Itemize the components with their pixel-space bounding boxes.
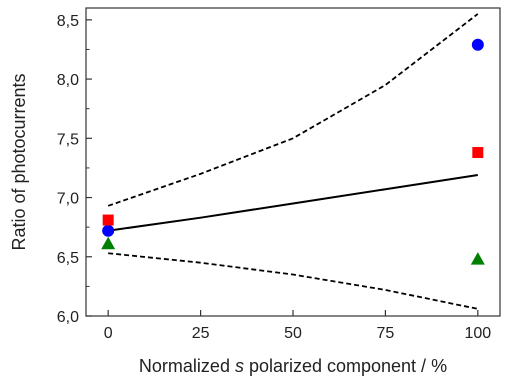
x-axis-title-part-2: s	[235, 356, 244, 376]
y-tick-label-5: 8,5	[57, 13, 79, 30]
plot-frame	[85, 7, 501, 317]
bound-line-1	[107, 13, 479, 207]
y-tick-label-3: 7,5	[57, 131, 79, 148]
x-axis-title-part-3: polarized component / %	[244, 356, 447, 376]
x-axis-title: Normalized s polarized component / %	[139, 356, 447, 376]
y-axis-title: Ratio of photocurrents	[9, 73, 29, 250]
circle-marker-0-0	[102, 224, 115, 237]
x-tick-label-4: 100	[464, 325, 491, 342]
y-tick-label-0: 6,0	[57, 309, 79, 326]
square-marker-1-0	[102, 214, 114, 226]
y-tick-label-4: 8,0	[57, 72, 79, 89]
x-tick-label-0: 0	[104, 325, 113, 342]
bound-line-2	[108, 252, 479, 310]
data-markers	[101, 38, 485, 265]
y-tick-label-1: 6,5	[57, 250, 79, 267]
x-tick-label-2: 50	[284, 325, 302, 342]
x-tick-label-3: 75	[377, 325, 395, 342]
x-axis-ticks: 0 25 50 75 100	[104, 310, 491, 342]
y-tick-label-2: 7,0	[57, 191, 79, 208]
fit-lines	[107, 13, 479, 310]
triangle-marker-2-1	[470, 252, 485, 265]
square-marker-1-1	[472, 147, 484, 159]
fit-line-0	[108, 174, 478, 232]
circle-marker-0-1	[471, 38, 484, 51]
x-tick-label-1: 25	[192, 325, 210, 342]
triangle-marker-2-0	[101, 236, 116, 250]
y-axis-ticks: 6,0 6,5 7,0 7,5 8,0 8,5	[57, 13, 92, 326]
x-axis-title-part-1: Normalized	[139, 356, 235, 376]
